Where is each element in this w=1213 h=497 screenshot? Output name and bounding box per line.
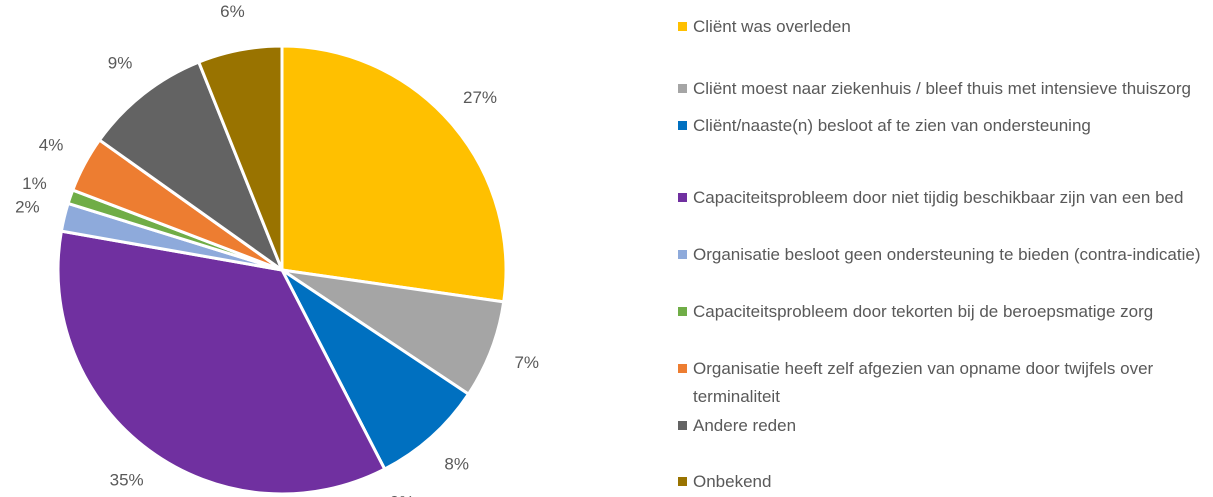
data-label: 9%	[108, 54, 133, 73]
legend-label: Cliënt/naaste(n) besloot af te zien van …	[693, 116, 1091, 135]
pie-slice	[56, 229, 387, 496]
data-label: 0%	[390, 492, 415, 497]
pie-slice	[197, 44, 284, 272]
legend-item: Cliënt was overleden	[678, 13, 1213, 41]
legend-item: Organisatie besloot geen ondersteuning t…	[678, 241, 1213, 269]
pie-slice	[280, 268, 470, 471]
legend-swatch	[678, 22, 687, 31]
legend: Cliënt was overleden Cliënt moest naar zi…	[678, 0, 1213, 497]
legend-swatch	[678, 121, 687, 130]
pie-slice	[280, 44, 508, 304]
legend-label: Cliënt was overleden	[693, 17, 851, 36]
data-label: 27%	[463, 88, 497, 107]
data-label: 1%	[22, 174, 47, 193]
legend-label: Capaciteitsprobleem door niet tijdig bes…	[693, 188, 1184, 207]
legend-item: Capaciteitsprobleem door tekorten bij de…	[678, 298, 1213, 326]
legend-swatch	[678, 307, 687, 316]
legend-item: Cliënt/naaste(n) besloot af te zien van …	[678, 112, 1213, 140]
legend-swatch	[678, 364, 687, 373]
legend-swatch	[678, 250, 687, 259]
pie-slice	[98, 60, 284, 272]
data-label: 8%	[444, 455, 469, 474]
data-label: 6%	[220, 2, 245, 21]
data-label: 4%	[39, 136, 64, 155]
data-label: 2%	[15, 198, 40, 217]
legend-swatch	[678, 477, 687, 486]
legend-label: Organisatie heeft zelf afgezien van opna…	[693, 359, 1154, 406]
legend-item: Andere reden	[678, 412, 1213, 440]
pie-chart: 27% 7% 8% 0% 35% 2% 1% 4% 9% 6%	[15, 2, 539, 497]
legend-item: Cliënt moest naar ziekenhuis / bleef thu…	[678, 75, 1213, 103]
data-label: 35%	[110, 470, 144, 489]
legend-label: Andere reden	[693, 416, 797, 435]
legend-item: Organisatie heeft zelf afgezien van opna…	[678, 355, 1213, 411]
legend-swatch	[678, 193, 687, 202]
legend-label: Cliënt moest naar ziekenhuis / bleef thu…	[693, 79, 1191, 98]
legend-label: Capaciteitsprobleem door tekorten bij de…	[693, 302, 1154, 321]
legend-label: Organisatie besloot geen ondersteuning t…	[693, 245, 1201, 264]
data-label: 7%	[514, 353, 539, 372]
legend-label: Onbekend	[693, 472, 772, 491]
legend-swatch	[678, 421, 687, 430]
legend-swatch	[678, 84, 687, 93]
legend-item: Onbekend	[678, 468, 1213, 496]
legend-item: Capaciteitsprobleem door niet tijdig bes…	[678, 184, 1213, 212]
